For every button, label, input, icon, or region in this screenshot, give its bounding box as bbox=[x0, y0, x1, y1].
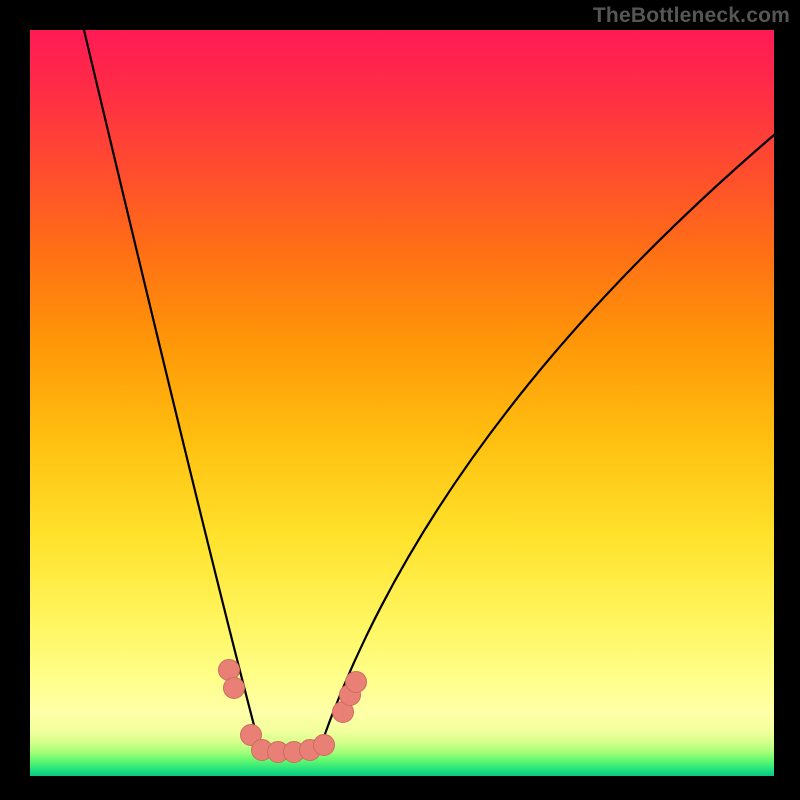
watermark-text: TheBottleneck.com bbox=[593, 4, 790, 28]
bead-point bbox=[314, 735, 335, 756]
chart-svg bbox=[0, 0, 800, 800]
bead-point bbox=[224, 678, 245, 699]
bead-point bbox=[346, 672, 367, 693]
plot-background bbox=[30, 30, 774, 776]
